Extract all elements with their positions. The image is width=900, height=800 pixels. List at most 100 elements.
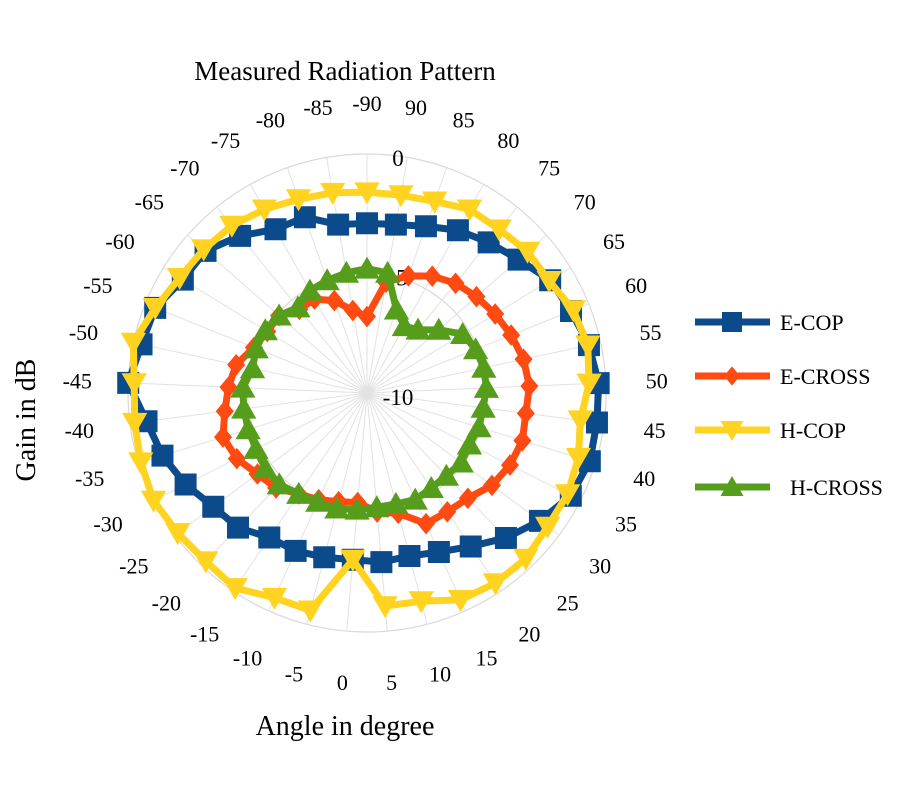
data-point-triangle-up	[405, 317, 431, 340]
data-point-triangle-down	[482, 573, 509, 596]
legend-label: E-CROSS	[780, 364, 870, 389]
legend-item-h-cop: H-COP	[695, 418, 846, 443]
category-label: -65	[135, 189, 164, 214]
data-point-triangle-down	[486, 219, 512, 242]
category-label: 65	[603, 229, 625, 254]
data-point-diamond	[458, 487, 477, 510]
data-point-triangle-down	[340, 549, 366, 572]
category-label: -75	[211, 128, 240, 153]
data-point-triangle-up	[239, 356, 266, 379]
radial-tick-label: -10	[383, 385, 414, 410]
category-label: -80	[256, 108, 285, 133]
data-point-triangle-down	[447, 589, 474, 612]
category-label: 30	[589, 553, 611, 578]
data-point-triangle-up	[402, 487, 428, 510]
data-point-triangle-down	[576, 373, 602, 396]
data-point-square	[174, 473, 197, 496]
category-label: 50	[646, 369, 668, 394]
data-point-diamond	[482, 474, 501, 497]
data-point-triangle-up	[473, 375, 500, 398]
data-point-diamond	[343, 299, 362, 322]
category-label: -70	[170, 155, 199, 180]
data-point-triangle-down	[456, 199, 483, 222]
data-point-triangle-down	[575, 335, 601, 358]
data-point-triangle-up	[364, 495, 390, 518]
category-label: 20	[518, 621, 540, 646]
data-point-square	[313, 546, 336, 569]
data-point-triangle-down	[193, 551, 219, 574]
data-point-diamond	[325, 289, 344, 312]
data-point-square	[459, 535, 482, 558]
data-point-triangle-up	[231, 396, 257, 419]
category-label: 0	[337, 670, 348, 695]
data-point-square	[585, 411, 608, 434]
data-point-triangle-down	[121, 373, 147, 396]
data-point-triangle-up	[383, 297, 410, 320]
data-point-triangle-down	[354, 182, 380, 205]
data-point-diamond	[520, 375, 539, 397]
category-label: -55	[83, 273, 112, 298]
legend-item-e-cross: E-CROSS	[695, 364, 870, 389]
data-point-triangle-up	[344, 497, 370, 520]
category-label: 10	[429, 662, 451, 687]
data-point-triangle-up	[230, 375, 256, 398]
data-point-triangle-up	[448, 450, 474, 473]
data-point-triangle-down	[720, 421, 744, 441]
data-point-square	[293, 206, 316, 229]
data-point-square	[384, 213, 407, 236]
data-point-triangle-down	[165, 523, 191, 546]
grid-spoke	[366, 267, 571, 394]
data-point-square	[202, 495, 225, 518]
category-label: 55	[639, 320, 661, 345]
data-point-diamond	[219, 376, 238, 398]
data-point-square	[477, 231, 500, 254]
data-point-triangle-down	[536, 270, 562, 293]
data-point-triangle-down	[567, 410, 594, 433]
data-point-diamond	[500, 454, 519, 476]
data-point-triangle-down	[128, 452, 154, 475]
data-point-triangle-down	[565, 447, 592, 470]
category-label: -85	[303, 95, 332, 120]
legend-label: H-COP	[780, 418, 846, 443]
data-point-triangle-down	[167, 267, 193, 290]
data-point-triangle-down	[251, 199, 278, 222]
data-point-triangle-up	[471, 355, 497, 378]
category-label: -40	[65, 418, 94, 443]
data-point-square	[151, 444, 174, 467]
legend-item-e-cop: E-COP	[695, 310, 844, 335]
data-point-triangle-up	[305, 489, 331, 512]
category-label: -30	[93, 512, 122, 537]
data-point-triangle-up	[297, 278, 323, 301]
data-point-triangle-up	[374, 260, 401, 283]
data-point-diamond	[399, 265, 418, 287]
data-point-triangle-up	[456, 432, 483, 455]
data-point-triangle-down	[222, 578, 248, 601]
data-point-diamond	[438, 501, 457, 523]
data-point-square	[264, 218, 287, 241]
data-point-diamond	[514, 348, 533, 371]
legend: E-COP E-CROSS H-COP H-CROSS	[695, 310, 883, 500]
data-point-triangle-down	[285, 189, 312, 212]
data-point-square	[414, 215, 437, 238]
data-point-square	[356, 212, 378, 235]
data-point-diamond	[417, 512, 436, 535]
category-label: 60	[625, 273, 647, 298]
x-axis-title: Angle in degree	[256, 711, 435, 742]
category-label: -50	[69, 320, 98, 345]
grid-spoke	[366, 184, 484, 394]
data-point-triangle-down	[513, 548, 539, 571]
category-label: 40	[633, 466, 655, 491]
category-label: 5	[386, 670, 397, 695]
data-point-triangle-up	[418, 475, 444, 498]
category-label: 80	[497, 128, 519, 153]
category-label: 15	[475, 645, 497, 670]
category-label: 35	[615, 512, 637, 537]
data-point-diamond	[423, 265, 442, 287]
data-point-diamond	[513, 429, 532, 452]
data-point-triangle-down	[191, 239, 217, 262]
category-label: -60	[105, 229, 134, 254]
data-point-square	[427, 540, 450, 563]
data-point-triangle-up	[324, 496, 350, 519]
category-label: -20	[152, 590, 181, 615]
